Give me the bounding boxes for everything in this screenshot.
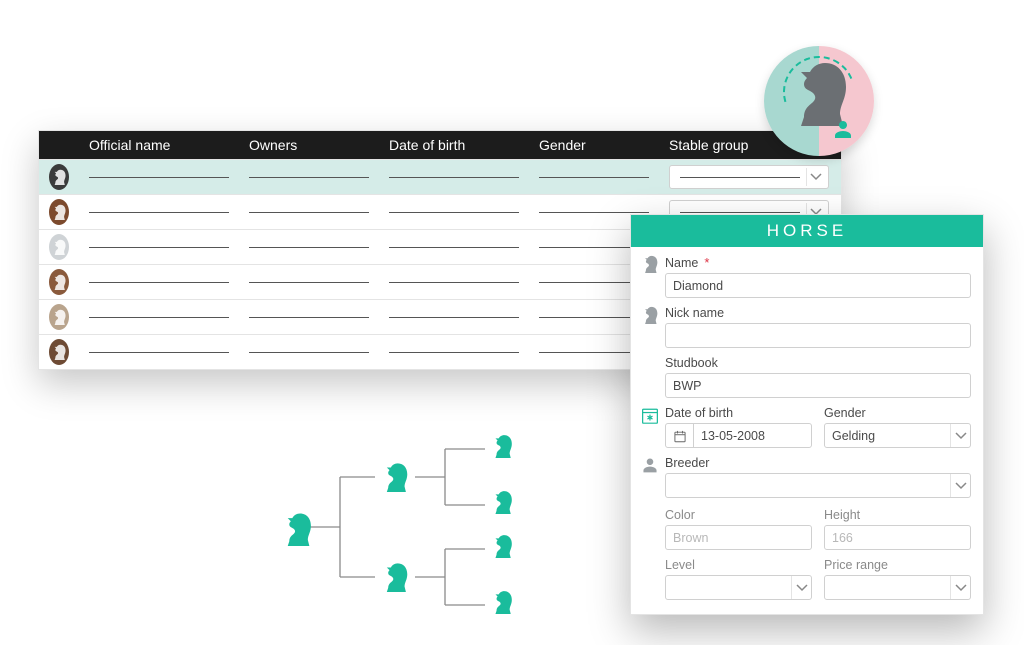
level-label: Level	[665, 558, 695, 572]
row-name	[79, 177, 239, 178]
pedigree-tree	[270, 422, 590, 622]
height-input[interactable]: 166	[824, 525, 971, 550]
calendar-star-icon	[641, 406, 659, 424]
person-icon	[641, 456, 659, 474]
dob-label: Date of birth	[665, 406, 733, 420]
horse-avatar-icon	[49, 199, 69, 225]
name-input[interactable]: Diamond	[665, 273, 971, 298]
horse-icon	[641, 255, 659, 273]
row-name	[79, 212, 239, 213]
nick-label: Nick name	[665, 306, 724, 320]
dob-value: 13-05-2008	[694, 429, 772, 443]
color-label: Color	[665, 508, 695, 522]
horse-avatar-icon	[49, 164, 69, 190]
horse-head-icon	[786, 60, 852, 126]
row-avatar[interactable]	[39, 269, 79, 295]
field-name-block: Name * Diamond	[643, 255, 971, 298]
gender-value: Gelding	[832, 429, 875, 443]
row-owners	[239, 282, 379, 283]
row-avatar[interactable]	[39, 304, 79, 330]
field-breeder-block: Breeder	[643, 456, 971, 498]
person-icon	[832, 118, 854, 140]
chevron-down-icon	[806, 168, 824, 186]
required-marker: *	[704, 255, 709, 270]
color-input[interactable]: Brown	[665, 525, 812, 550]
horse-icon	[641, 306, 659, 324]
row-owners	[239, 212, 379, 213]
breeder-label: Breeder	[665, 456, 709, 470]
row-avatar[interactable]	[39, 199, 79, 225]
dob-input[interactable]: 13-05-2008	[665, 423, 812, 448]
horse-avatar-icon	[49, 304, 69, 330]
pedigree-node[interactable]	[490, 534, 514, 558]
studbook-input[interactable]: BWP	[665, 373, 971, 398]
pedigree-node[interactable]	[490, 590, 514, 614]
calendar-icon[interactable]	[666, 424, 694, 447]
pedigree-node[interactable]	[490, 490, 514, 514]
row-dob	[379, 247, 529, 248]
row-avatar[interactable]	[39, 339, 79, 365]
horse-avatar-icon	[49, 339, 69, 365]
horse-form-card: HORSE Name * Diamond Nick name Studbook B…	[630, 214, 984, 615]
col-dob[interactable]: Date of birth	[379, 137, 529, 153]
level-select[interactable]	[665, 575, 812, 600]
row-dob	[379, 212, 529, 213]
pedigree-connectors	[270, 422, 590, 622]
row-owners	[239, 317, 379, 318]
chevron-down-icon	[950, 424, 970, 447]
row-owners	[239, 177, 379, 178]
row-dob	[379, 282, 529, 283]
stable-group-select[interactable]	[669, 165, 829, 189]
chevron-down-icon	[950, 576, 970, 599]
card-title: HORSE	[631, 215, 983, 247]
horse-avatar-icon	[49, 269, 69, 295]
row-owners	[239, 352, 379, 353]
pedigree-node[interactable]	[380, 462, 410, 492]
gender-select[interactable]: Gelding	[824, 423, 971, 448]
price-select[interactable]	[824, 575, 971, 600]
table-header: Official name Owners Date of birth Gende…	[39, 131, 841, 159]
row-name	[79, 352, 239, 353]
header-badge	[764, 46, 874, 156]
table-row[interactable]	[39, 159, 841, 194]
row-dob	[379, 177, 529, 178]
field-dob-gender-block: Date of birth 13-05-2008 Gender Gelding	[643, 406, 971, 448]
gender-label: Gender	[824, 406, 866, 420]
row-avatar[interactable]	[39, 234, 79, 260]
pedigree-node[interactable]	[380, 562, 410, 592]
col-gender[interactable]: Gender	[529, 137, 659, 153]
name-label: Name	[665, 256, 698, 270]
price-label: Price range	[824, 558, 888, 572]
breeder-select[interactable]	[665, 473, 971, 498]
pedigree-node[interactable]	[280, 512, 314, 546]
row-dob	[379, 317, 529, 318]
row-name	[79, 282, 239, 283]
row-dob	[379, 352, 529, 353]
row-avatar[interactable]	[39, 164, 79, 190]
pedigree-node[interactable]	[490, 434, 514, 458]
col-official-name[interactable]: Official name	[79, 137, 239, 153]
row-gender	[529, 212, 659, 213]
row-name	[79, 317, 239, 318]
nick-input[interactable]	[665, 323, 971, 348]
height-label: Height	[824, 508, 860, 522]
chevron-down-icon	[950, 474, 970, 497]
field-nick-block: Nick name	[643, 306, 971, 348]
row-gender	[529, 177, 659, 178]
row-stable-group	[659, 165, 841, 189]
col-owners[interactable]: Owners	[239, 137, 379, 153]
studbook-label: Studbook	[665, 356, 718, 370]
chevron-down-icon	[791, 576, 811, 599]
horse-avatar-icon	[49, 234, 69, 260]
field-studbook-block: Studbook BWP	[665, 356, 971, 398]
row-name	[79, 247, 239, 248]
row-owners	[239, 247, 379, 248]
